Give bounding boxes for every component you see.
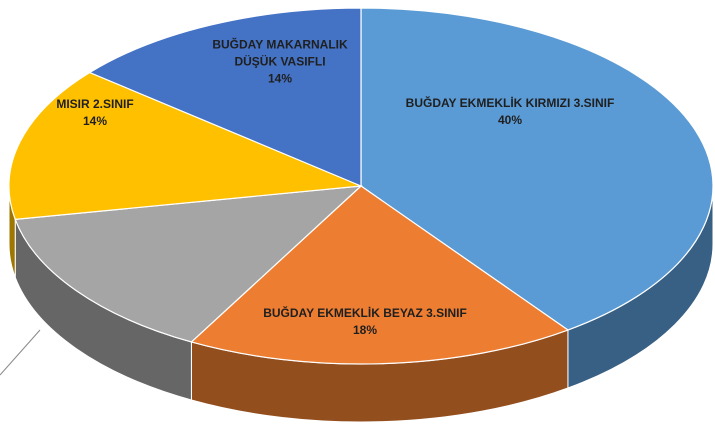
category-label: BUĞDAY EKMEKLİK BEYAZ 3.SINIF [263,306,467,320]
value-label: 18% [352,323,378,337]
value-label: 40% [497,113,523,127]
category-label: BUĞDAY EKMEKLİK KIRMIZI 3.SINIF [405,96,615,110]
pie-slice [88,7,362,187]
pie-slice [14,185,363,343]
category-label: MISIR 2.SINIF [56,97,134,111]
data-label: MISIR 2.SINIF 14% [35,96,155,130]
value-label: 14% [267,71,293,86]
data-label: BUĞDAY EKMEKLİK KIRMIZI 3.SINIF 40% [380,95,640,129]
data-label: BUĞDAY EKMEKLİK BEYAZ 3.SINIF 18% [245,305,485,339]
pie-slice [8,71,362,220]
pie-slice [360,7,714,331]
category-label: BUĞDAY MAKARNALIK DÜŞÜK VASIFLI [212,37,348,69]
value-label: 14% [82,114,108,128]
data-label: BUĞDAY MAKARNALIK DÜŞÜK VASIFLI 14% [190,37,370,88]
leader-line [0,329,41,376]
pie-slice [190,185,570,365]
